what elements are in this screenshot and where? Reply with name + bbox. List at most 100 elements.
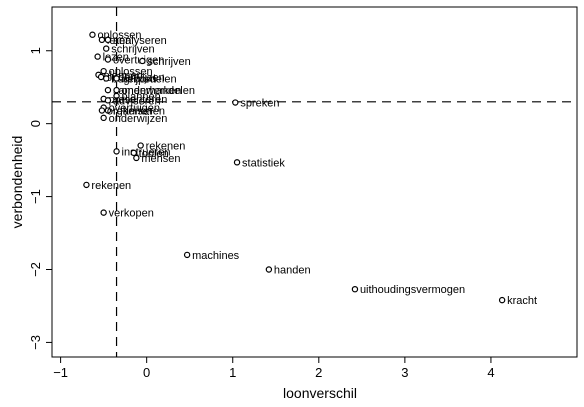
- data-point: analyseren: [104, 35, 167, 47]
- point-marker: [104, 56, 112, 63]
- point-marker: [100, 67, 107, 75]
- data-point: kracht: [498, 295, 537, 307]
- data-point: schrijven: [139, 56, 191, 68]
- data-point: beoordelen: [113, 73, 177, 85]
- data-point: rekenen: [137, 141, 186, 153]
- point-label: schrijven: [111, 44, 154, 56]
- reference-lines: [52, 7, 577, 357]
- point-label: begrijpen: [111, 73, 156, 85]
- point-marker: [104, 107, 112, 114]
- point-marker: [103, 75, 110, 82]
- data-point: spreken: [232, 98, 279, 110]
- point-label: overtuigen: [109, 103, 160, 115]
- point-label: samenwerken: [113, 85, 181, 97]
- point-label: statistiek: [242, 157, 285, 169]
- y-tick-label: −3: [28, 335, 43, 350]
- point-label: plannen: [103, 70, 142, 82]
- point-label: beoordelen: [122, 73, 177, 85]
- point-marker: [104, 36, 112, 44]
- data-point: samenwerken: [104, 85, 181, 97]
- point-marker: [98, 107, 106, 114]
- point-label: oplossen: [109, 66, 153, 78]
- y-tick-label: 0: [28, 120, 43, 127]
- x-axis-label: loonverschil: [283, 385, 357, 401]
- point-marker: [83, 181, 90, 189]
- point-label: uithoudingsvermogen: [360, 284, 465, 296]
- point-marker: [113, 86, 120, 94]
- point-label: rekenen: [113, 106, 153, 118]
- point-label: leren: [107, 35, 131, 47]
- y-tick-label: −2: [28, 262, 43, 277]
- point-marker: [133, 154, 140, 162]
- data-point: onderhandelen: [113, 85, 195, 97]
- point-marker: [100, 209, 107, 216]
- point-marker: [130, 149, 137, 157]
- point-label: onderwijzen: [106, 72, 165, 84]
- data-point: rekenen: [104, 106, 153, 118]
- y-tick-label: −1: [28, 189, 43, 204]
- x-tick-label: 0: [143, 365, 150, 380]
- point-marker: [113, 75, 120, 82]
- point-marker: [113, 148, 120, 155]
- point-label: adviseren: [113, 95, 161, 107]
- point-label: spreken: [240, 98, 279, 110]
- data-point: mensen: [133, 153, 180, 165]
- x-tick-label: 1: [229, 365, 236, 380]
- point-label: machines: [192, 250, 240, 262]
- point-label: toolen: [139, 148, 169, 160]
- point-marker: [183, 251, 191, 259]
- data-point: statistiek: [233, 157, 285, 169]
- data-point: onderwijzen: [97, 72, 165, 84]
- point-marker: [498, 296, 506, 304]
- point-marker: [265, 266, 273, 273]
- point-label: onderwijzen: [109, 113, 168, 125]
- point-marker: [104, 97, 112, 104]
- x-tick-label: 3: [401, 365, 408, 380]
- data-point: verkopen: [100, 208, 154, 220]
- point-marker: [100, 114, 107, 122]
- y-tick-label: 1: [28, 47, 43, 54]
- point-marker: [94, 53, 101, 60]
- point-label: mensen: [141, 153, 180, 165]
- point-marker: [98, 36, 106, 44]
- data-point: begrijpen: [103, 73, 156, 85]
- point-label: analyseren: [113, 35, 167, 47]
- point-label: presenteren: [109, 94, 168, 106]
- data-point: toolen: [130, 148, 169, 160]
- y-axis-ticks: 1 0 −1 −2 −3: [28, 47, 52, 350]
- data-point: rekenen: [83, 180, 131, 192]
- data-point: handen: [265, 265, 311, 277]
- data-point: machines: [183, 250, 240, 262]
- data-point: uithoudingsvermogen: [351, 284, 465, 296]
- data-point: overtuigen: [104, 55, 164, 67]
- point-label: onderhandelen: [122, 85, 195, 97]
- data-point: adviseren: [104, 95, 161, 107]
- point-marker: [113, 92, 120, 100]
- data-point: plannen: [113, 91, 161, 103]
- point-label: overtuigen: [113, 55, 164, 67]
- point-label: rekenen: [91, 180, 131, 192]
- x-tick-label: −1: [53, 365, 68, 380]
- point-marker: [137, 142, 144, 149]
- x-tick-label: 2: [315, 365, 322, 380]
- point-label: plannen: [122, 91, 161, 103]
- point-label: kracht: [507, 295, 537, 307]
- x-tick-label: 4: [487, 365, 494, 380]
- point-marker: [104, 86, 112, 94]
- point-label: organiseren: [107, 106, 165, 118]
- point-marker: [351, 285, 359, 293]
- data-point: organiseren: [98, 106, 165, 118]
- point-marker: [233, 159, 241, 166]
- point-label: schrijven: [147, 56, 190, 68]
- plot-frame: [51, 6, 578, 358]
- point-label: rekenen: [146, 141, 186, 153]
- data-points: oplossenlerenanalyserenschrijvenlezenove…: [83, 30, 537, 307]
- data-point: onderwijzen: [100, 113, 168, 125]
- point-marker: [89, 31, 96, 38]
- data-point: leren: [98, 35, 131, 47]
- point-marker: [232, 99, 239, 106]
- x-axis-ticks: −1 0 1 2 3 4: [53, 357, 495, 380]
- point-marker: [139, 57, 146, 65]
